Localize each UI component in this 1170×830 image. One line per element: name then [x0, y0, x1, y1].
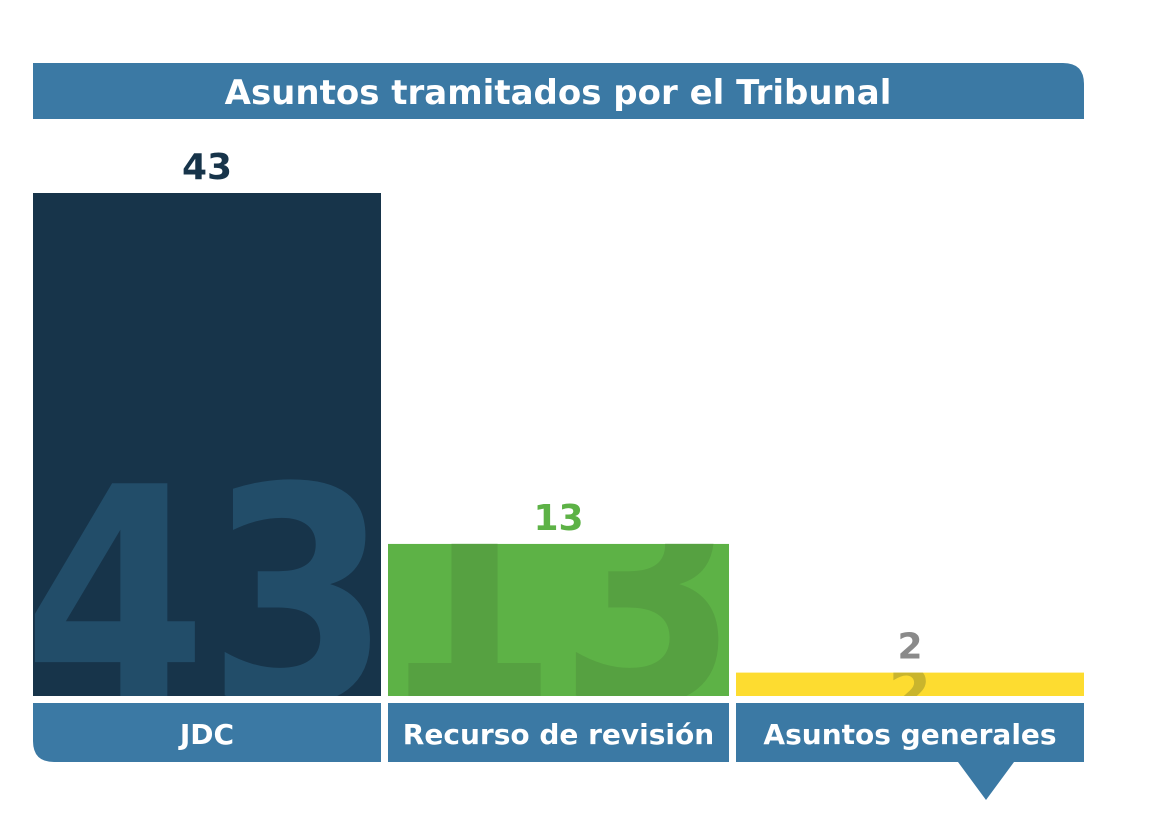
- bar-recurso-de-revision: [388, 543, 729, 696]
- bar-recurso-de-revision-watermark: 13: [378, 424, 739, 773]
- title-banner: [33, 63, 1084, 119]
- value-label-jdc: 43: [182, 147, 232, 188]
- bar-asuntos-generales-watermark: 2: [888, 656, 931, 729]
- category-block-recurso-de-revision: [388, 703, 729, 762]
- bar-asuntos-generales: [736, 672, 1084, 696]
- bar-jdc: [33, 193, 381, 696]
- category-block-asuntos-generales: [736, 703, 1084, 800]
- category-label-recurso-de-revision: Recurso de revisión: [403, 718, 714, 751]
- chart-title: Asuntos tramitados por el Tribunal: [225, 73, 892, 113]
- value-label-asuntos-generales: 2: [897, 627, 922, 668]
- category-block-jdc: [33, 703, 381, 762]
- value-label-recurso-de-revision: 13: [533, 498, 583, 539]
- category-label-jdc: JDC: [178, 718, 234, 751]
- bar-jdc-watermark: 43: [23, 424, 391, 773]
- category-label-asuntos-generales: Asuntos generales: [763, 718, 1056, 751]
